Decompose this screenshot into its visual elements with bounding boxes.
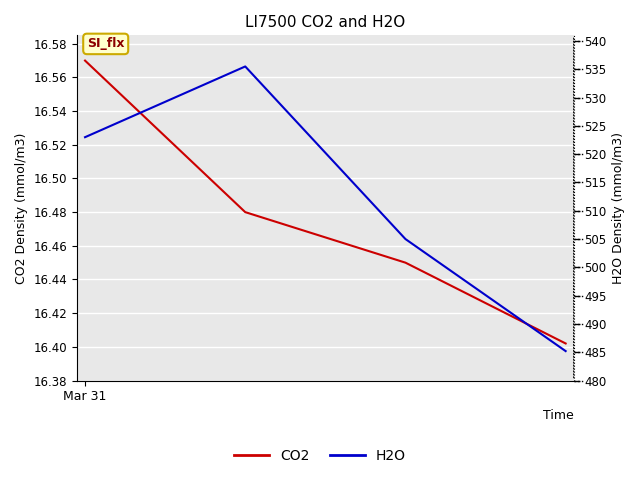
Title: LI7500 CO2 and H2O: LI7500 CO2 and H2O <box>245 15 406 30</box>
Y-axis label: H2O Density (mmol/m3): H2O Density (mmol/m3) <box>612 132 625 284</box>
X-axis label: Time: Time <box>543 409 573 422</box>
Text: SI_flx: SI_flx <box>87 37 124 50</box>
Legend: CO2, H2O: CO2, H2O <box>228 443 412 468</box>
Y-axis label: CO2 Density (mmol/m3): CO2 Density (mmol/m3) <box>15 132 28 284</box>
